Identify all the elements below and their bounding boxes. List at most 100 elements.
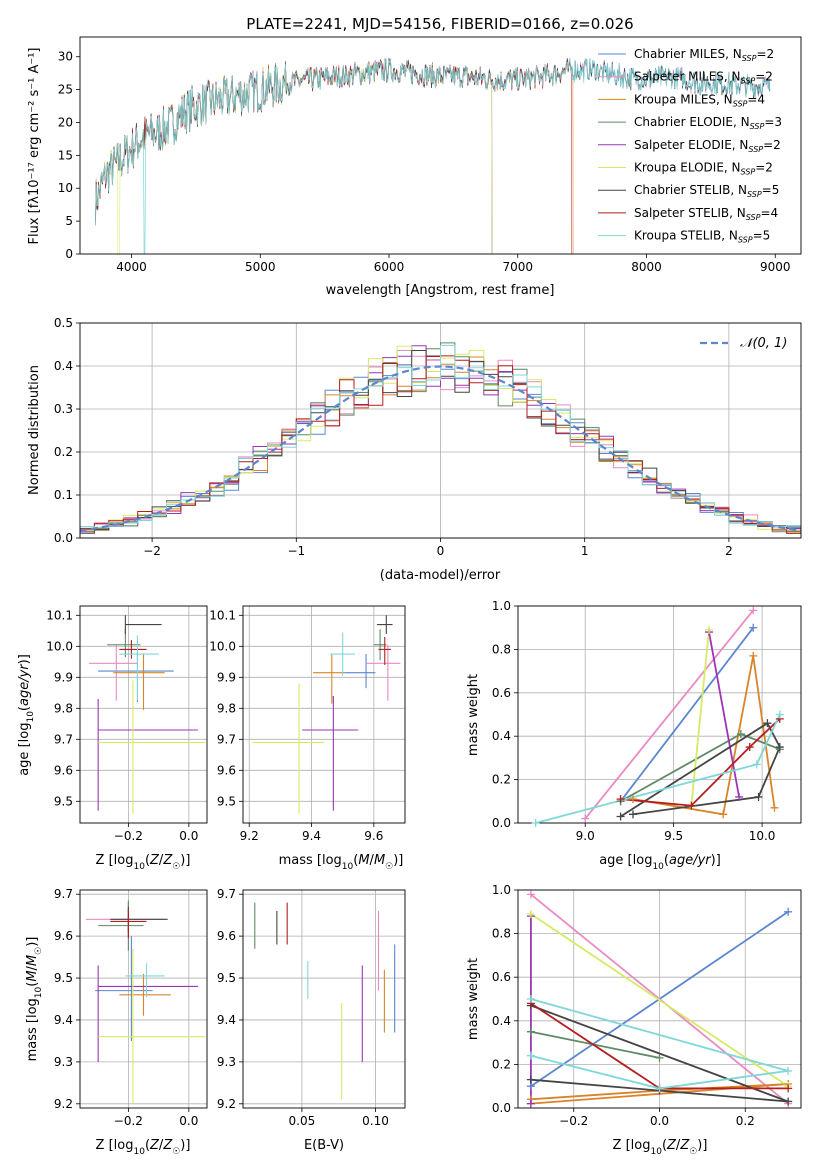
weight-marker-series-3 [770,803,779,812]
weight-marker-series-5 [526,1099,535,1108]
x-axis-label: E(B-V) [304,1138,344,1153]
weight-line-series-6 [690,629,710,806]
weight-marker-series-5 [735,792,744,801]
y-tick-label: 1.0 [492,599,511,613]
plot-area-spectrum [95,57,771,254]
x-tick-label: 1 [581,544,589,558]
panel-age_vs_mass: 9.2 9.4 9.6 9.5 9.6 9.7 9.8 9.9 10.0 10.1 mass [lo… [209,605,406,872]
y-tick-label: 9.6 [217,763,236,777]
weight-line-series-6 [530,913,789,1087]
normal-curve [80,365,801,532]
y-tick-label: 9.9 [217,670,236,684]
panel-weight_vs_age: 9.0 9.5 10.0 0.0 0.2 0.4 0.6 0.8 1.0 age [log10(a… [466,599,802,872]
y-axis-label: age [log10(age/yr)] [17,654,36,776]
y-tick-label: 0.0 [492,1101,511,1115]
normal-curve-legend-label: 𝒩(0, 1) [740,336,787,351]
panel-residuals: −2 −1 0 1 2 0.0 0.1 0.2 0.3 0.4 0.5 𝒩(0, 1) (data-mo… [27,316,802,583]
y-tick-label: 9.6 [54,929,73,943]
weight-marker-series-7 [754,792,763,801]
x-tick-label: 0.0 [179,1114,198,1128]
x-tick-label: 8000 [631,260,662,274]
y-tick-label: 0 [65,247,73,261]
weight-line-series-8 [620,718,781,807]
panel-mass_vs_EBV: 0.05 0.10 9.2 9.3 9.4 9.5 9.6 9.7 E(B-V) [217,887,406,1153]
y-tick-label: 9.5 [217,971,236,985]
y-tick-label: 9.7 [54,732,73,746]
figure-title: PLATE=2241, MJD=54156, FIBERID=0166, z=0… [246,15,633,33]
weight-marker-series-9 [526,1051,535,1060]
x-tick-label: 0.0 [650,1114,669,1128]
weight-marker-series-1 [749,623,758,632]
weight-line-series-9 [530,998,789,1090]
y-tick-label: 9.3 [217,1055,236,1069]
x-tick-label: 7000 [502,260,533,274]
y-tick-label: 9.5 [54,794,73,808]
x-tick-label: 2 [725,544,733,558]
spectrum-line-series-9 [95,57,771,254]
spectrum-legend: Chabrier MILES, NSSP=2 Salpeter MILES, NS… [598,47,782,245]
weight-marker-series-8 [616,795,625,804]
y-tick-label: 9.5 [54,971,73,985]
x-tick-label: 0.2 [736,1114,755,1128]
y-tick-label: 9.8 [54,701,73,715]
y-tick-label: 0.3 [54,402,73,416]
y-tick-label: 10.0 [46,639,73,653]
weight-marker-series-9 [655,1084,664,1093]
y-tick-label: 0.2 [54,445,73,459]
weight-line-series-4 [530,1030,660,1059]
weight-marker-series-6 [705,625,714,634]
legend-label: Kroupa MILES, NSSP=4 [634,92,765,108]
y-tick-label: 9.6 [54,763,73,777]
weight-marker-series-1 [784,907,793,916]
weight-marker-series-7 [616,812,625,821]
y-tick-label: 0.4 [492,729,511,743]
weight-marker-series-9 [775,710,784,719]
x-axis-label: Z [log10(Z/Z☉)] [613,1138,708,1157]
x-axis-label: wavelength [Angstrom, rest frame] [326,283,555,298]
weight-marker-series-2 [749,606,758,615]
weight-line-series-2 [530,893,789,1105]
y-tick-label: 0.8 [492,642,511,656]
panel-spectrum: 4000 5000 6000 7000 8000 9000 0 5 10 15 20 25 30 Chab… [27,36,802,298]
y-tick-label: 25 [58,83,73,97]
legend-label: Chabrier MILES, NSSP=2 [634,47,774,63]
x-tick-label: 9.4 [302,829,321,843]
axes-frame [517,889,802,1109]
y-tick-label: 0.8 [492,927,511,941]
plot-area-age_vs_Z [89,615,206,814]
y-axis-label: Normed distribution [27,365,42,495]
x-tick-label: 9000 [760,260,791,274]
y-tick-label: 0.4 [54,359,73,373]
x-tick-label: −0.2 [114,829,143,843]
y-tick-label: 0.4 [492,1014,511,1028]
weight-marker-series-7 [628,810,637,819]
y-tick-label: 0.1 [54,488,73,502]
x-tick-label: 9.6 [364,829,383,843]
legend-label: Salpeter STELIB, NSSP=4 [634,206,778,222]
weight-marker-series-6 [526,909,535,918]
x-tick-label: 0 [437,544,445,558]
y-tick-label: 9.6 [217,929,236,943]
y-tick-label: 0.5 [54,316,73,330]
y-tick-label: 0.6 [492,686,511,700]
legend-label: Kroupa STELIB, NSSP=5 [634,229,770,245]
y-tick-label: 9.7 [217,887,236,901]
weight-marker-series-2 [581,814,590,823]
y-tick-label: 5 [65,214,73,228]
y-axis-label: mass weight [466,958,481,1040]
y-tick-label: 9.4 [217,1013,236,1027]
weight-marker-series-3 [749,651,758,660]
x-tick-label: −2 [143,544,161,558]
plot-area-residuals [80,342,801,538]
y-axis-label: mass weight [466,674,481,756]
axes-frame [242,605,406,824]
y-tick-label: 9.8 [217,701,236,715]
weight-marker-series-4 [526,1027,535,1036]
axes-frame [79,322,802,539]
y-tick-label: 0.0 [54,531,73,545]
x-tick-label: −0.2 [114,1114,143,1128]
x-tick-label: −0.2 [559,1114,588,1128]
y-tick-label: 10.1 [209,608,236,622]
